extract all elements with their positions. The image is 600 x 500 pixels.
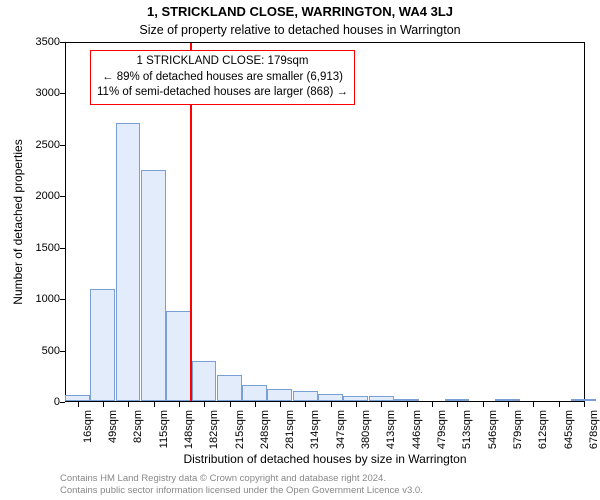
xtick-mark xyxy=(280,402,281,407)
xtick-mark xyxy=(432,402,433,407)
xtick-label: 182sqm xyxy=(208,410,220,460)
xtick-mark xyxy=(559,402,560,407)
ytick-label: 3500 xyxy=(10,36,60,48)
ytick-label: 2000 xyxy=(10,190,60,202)
footer-attribution: Contains HM Land Registry data © Crown c… xyxy=(60,473,423,497)
histogram-bar xyxy=(65,395,90,401)
xtick-label: 115sqm xyxy=(158,410,170,460)
ytick-label: 0 xyxy=(10,396,60,408)
xtick-mark xyxy=(457,402,458,407)
xtick-mark xyxy=(128,402,129,407)
xtick-label: 579sqm xyxy=(512,410,524,460)
histogram-bar xyxy=(217,375,242,401)
chart-title-sub: Size of property relative to detached ho… xyxy=(0,23,600,37)
footer-line-2: Contains public sector information licen… xyxy=(60,485,423,497)
xtick-label: 479sqm xyxy=(436,410,448,460)
footer-line-1: Contains HM Land Registry data © Crown c… xyxy=(60,473,423,485)
xtick-label: 413sqm xyxy=(385,410,397,460)
ytick-mark xyxy=(60,196,65,197)
ytick-mark xyxy=(60,402,65,403)
ytick-mark xyxy=(60,248,65,249)
xtick-label: 16sqm xyxy=(82,410,94,460)
ytick-label: 1500 xyxy=(10,242,60,254)
chart-title-main: 1, STRICKLAND CLOSE, WARRINGTON, WA4 3LJ xyxy=(0,4,600,19)
info-box-line-1: 1 STRICKLAND CLOSE: 179sqm xyxy=(97,54,348,70)
xtick-mark xyxy=(230,402,231,407)
xtick-mark xyxy=(356,402,357,407)
xtick-mark xyxy=(533,402,534,407)
xtick-label: 49sqm xyxy=(107,410,119,460)
info-box-line-3: 11% of semi-detached houses are larger (… xyxy=(97,85,348,101)
ytick-mark xyxy=(60,42,65,43)
histogram-bar xyxy=(571,399,596,401)
histogram-bar xyxy=(90,289,115,401)
xtick-label: 380sqm xyxy=(360,410,372,460)
xtick-label: 314sqm xyxy=(309,410,321,460)
xtick-mark xyxy=(584,402,585,407)
histogram-bar xyxy=(343,396,368,401)
xtick-mark xyxy=(179,402,180,407)
xtick-label: 678sqm xyxy=(588,410,600,460)
xtick-label: 513sqm xyxy=(461,410,473,460)
xtick-mark xyxy=(154,402,155,407)
xtick-label: 148sqm xyxy=(183,410,195,460)
xtick-label: 546sqm xyxy=(487,410,499,460)
histogram-bar xyxy=(192,361,217,401)
info-box-line-2: ← 89% of detached houses are smaller (6,… xyxy=(97,70,348,86)
histogram-bar xyxy=(141,170,166,401)
xtick-label: 347sqm xyxy=(335,410,347,460)
xtick-mark xyxy=(103,402,104,407)
ytick-mark xyxy=(60,93,65,94)
histogram-bar xyxy=(495,399,520,401)
info-box: 1 STRICKLAND CLOSE: 179sqm← 89% of detac… xyxy=(90,50,355,105)
xtick-label: 248sqm xyxy=(259,410,271,460)
xtick-label: 215sqm xyxy=(234,410,246,460)
xtick-label: 82sqm xyxy=(132,410,144,460)
xtick-mark xyxy=(381,402,382,407)
y-axis-label: Number of detached properties xyxy=(11,139,25,304)
xtick-label: 612sqm xyxy=(537,410,549,460)
histogram-bar xyxy=(394,399,419,401)
ytick-label: 3000 xyxy=(10,87,60,99)
histogram-bar xyxy=(166,311,191,402)
ytick-mark xyxy=(60,351,65,352)
xtick-mark xyxy=(483,402,484,407)
xtick-label: 645sqm xyxy=(563,410,575,460)
xtick-mark xyxy=(508,402,509,407)
ytick-label: 2500 xyxy=(10,139,60,151)
histogram-bar xyxy=(318,394,343,401)
xtick-label: 446sqm xyxy=(411,410,423,460)
histogram-bar xyxy=(267,389,292,401)
histogram-bar xyxy=(369,396,394,401)
ytick-label: 1000 xyxy=(10,293,60,305)
xtick-mark xyxy=(407,402,408,407)
histogram-bar xyxy=(445,399,470,401)
xtick-mark xyxy=(331,402,332,407)
xtick-mark xyxy=(305,402,306,407)
xtick-mark xyxy=(255,402,256,407)
ytick-label: 500 xyxy=(10,345,60,357)
histogram-bar xyxy=(293,391,318,401)
xtick-label: 281sqm xyxy=(284,410,296,460)
xtick-mark xyxy=(204,402,205,407)
xtick-mark xyxy=(78,402,79,407)
histogram-bar xyxy=(116,123,141,401)
ytick-mark xyxy=(60,145,65,146)
histogram-bar xyxy=(242,385,267,401)
ytick-mark xyxy=(60,299,65,300)
